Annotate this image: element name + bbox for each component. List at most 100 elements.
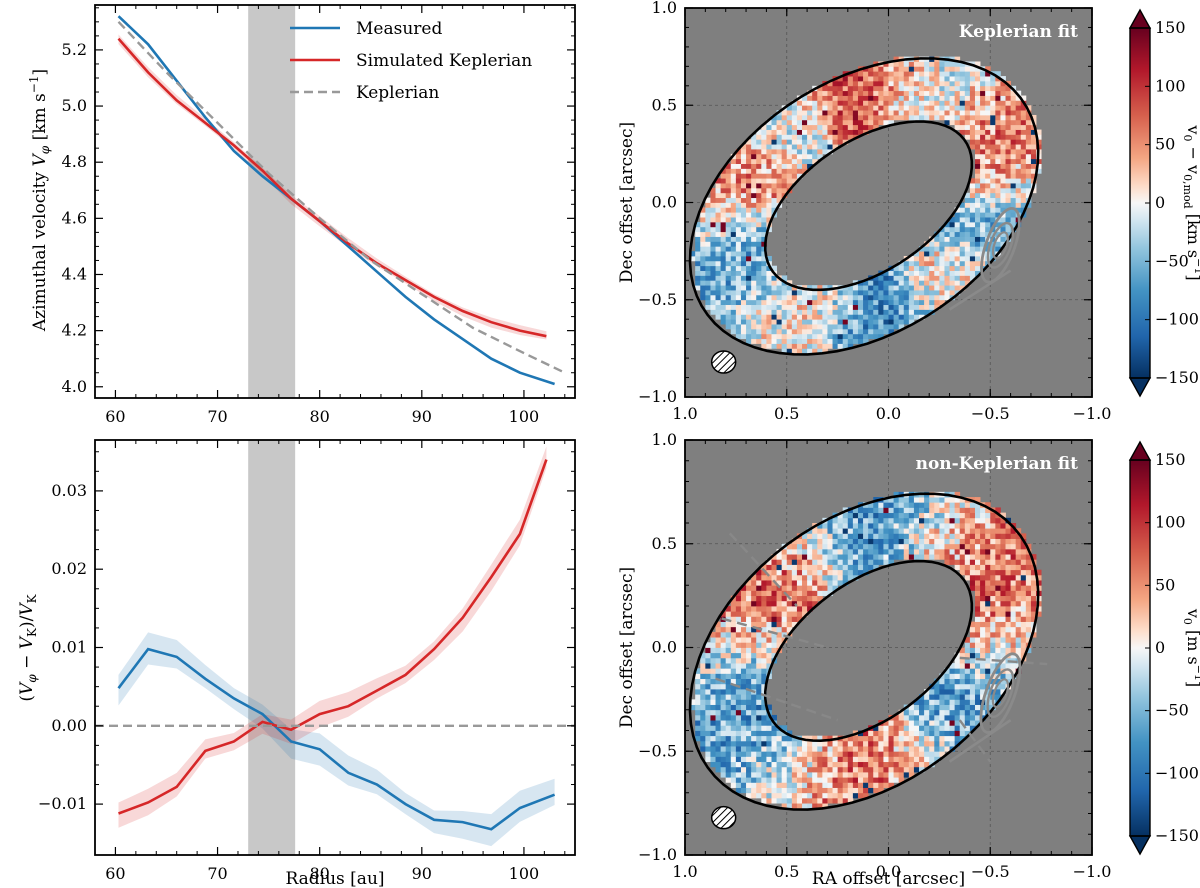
map-cell	[766, 611, 772, 617]
map-cell	[883, 61, 889, 67]
map-cell	[990, 580, 996, 586]
map-cell	[888, 114, 894, 121]
map-cell	[969, 114, 976, 121]
map-cell	[771, 652, 777, 659]
map-cell	[883, 507, 889, 514]
map-cell	[980, 668, 986, 674]
map-cell	[883, 304, 889, 310]
map-cell	[959, 709, 966, 716]
map-cell	[812, 787, 818, 794]
panel-bottom-left: 60 70 80 90 100−0.010.000.010.020.03	[38, 439, 576, 883]
map-cell	[974, 129, 981, 135]
map-cell	[995, 144, 1001, 150]
map-cell	[990, 178, 996, 184]
map-cell	[847, 343, 854, 349]
map-cell	[1015, 626, 1022, 633]
map-cell	[735, 290, 742, 296]
map-cell	[746, 652, 752, 659]
map-cell	[893, 756, 900, 763]
map-cell	[878, 290, 884, 296]
map-cell	[980, 512, 986, 519]
map-cell	[980, 564, 986, 571]
map-cell	[766, 333, 772, 340]
map-cell	[842, 90, 849, 96]
map-cell	[878, 71, 884, 77]
map-cell	[720, 255, 727, 262]
map-cell	[751, 709, 757, 716]
map-cell	[720, 657, 727, 664]
map-cell	[1000, 90, 1006, 96]
map-cell	[842, 782, 849, 788]
legend-entry: Keplerian	[356, 83, 439, 103]
map-cell	[761, 678, 767, 685]
map-cell	[964, 236, 971, 242]
map-cell	[761, 569, 767, 576]
map-cell	[796, 114, 803, 121]
map-cell	[913, 740, 920, 747]
map-cell	[730, 221, 737, 228]
map-cell	[1000, 124, 1006, 130]
map-cell	[913, 709, 920, 716]
map-cell	[812, 290, 818, 296]
map-cell	[974, 554, 981, 560]
map-cell	[761, 616, 767, 622]
map-cell	[746, 226, 752, 233]
map-cell	[985, 197, 991, 203]
map-cell	[822, 149, 828, 155]
map-cell	[893, 528, 900, 534]
map-cell	[857, 787, 864, 794]
map-cell	[1000, 523, 1006, 529]
map-cell	[985, 657, 991, 664]
map-cell	[771, 124, 777, 130]
map-cell	[710, 704, 716, 711]
map-cell	[868, 523, 874, 529]
map-cell	[807, 348, 813, 354]
map-cell	[705, 299, 711, 306]
map-cell	[878, 735, 884, 742]
map-cell	[807, 285, 813, 291]
map-cell	[781, 124, 788, 130]
map-cell	[990, 678, 996, 685]
map-cell	[827, 761, 833, 768]
map-cell	[949, 90, 956, 96]
map-cell	[746, 153, 752, 160]
map-cell	[695, 280, 701, 286]
map-cell	[878, 517, 884, 524]
map-cell	[740, 294, 747, 301]
map-cell	[746, 139, 752, 145]
map-cell	[766, 280, 772, 286]
map-cell	[807, 149, 813, 155]
map-cell	[969, 554, 976, 560]
map-cell	[868, 304, 874, 310]
map-cell	[725, 294, 732, 301]
map-cell	[847, 319, 854, 325]
map-cell	[985, 71, 991, 77]
map-cell	[735, 309, 742, 315]
map-cell	[766, 569, 772, 576]
map-cell	[715, 197, 722, 203]
map-cell	[746, 709, 752, 716]
map-cell	[1030, 144, 1037, 150]
map-cell	[969, 585, 976, 591]
map-cell	[751, 621, 757, 628]
map-cell	[781, 309, 788, 315]
map-cell	[959, 80, 966, 87]
map-cell	[959, 110, 966, 116]
map-cell	[893, 746, 900, 752]
map-cell	[990, 647, 996, 654]
map-cell	[761, 197, 767, 203]
map-cell	[761, 153, 767, 160]
map-cell	[857, 90, 864, 96]
map-cell	[939, 241, 945, 247]
map-cell	[903, 772, 910, 778]
map-cell	[913, 100, 920, 106]
map-cell	[995, 197, 1001, 203]
map-cell	[878, 333, 884, 340]
map-cell	[812, 772, 818, 778]
map-cell	[740, 637, 747, 643]
map-cell	[796, 803, 803, 809]
x-tick-label: 70	[207, 407, 227, 426]
map-cell	[995, 134, 1001, 140]
map-cell	[725, 626, 732, 633]
map-cell	[969, 720, 976, 726]
